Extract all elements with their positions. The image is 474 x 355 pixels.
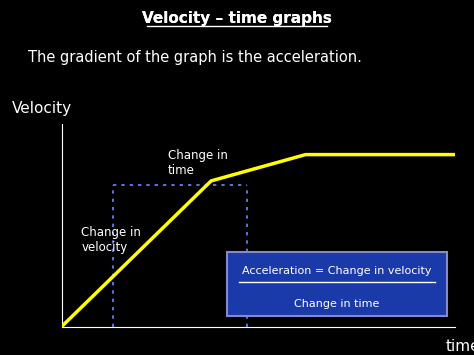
Text: Acceleration = Change in velocity: Acceleration = Change in velocity (242, 266, 432, 276)
X-axis label: time: time (446, 339, 474, 354)
Text: Change in
time: Change in time (168, 149, 228, 177)
Text: Velocity – time graphs: Velocity – time graphs (142, 11, 332, 26)
Text: Change in
velocity: Change in velocity (82, 225, 141, 253)
Text: The gradient of the graph is the acceleration.: The gradient of the graph is the acceler… (28, 50, 362, 65)
Y-axis label: Velocity: Velocity (12, 101, 72, 116)
FancyBboxPatch shape (227, 252, 447, 317)
Text: Change in time: Change in time (294, 299, 380, 308)
Text: Velocity – time graphs: Velocity – time graphs (142, 11, 332, 26)
